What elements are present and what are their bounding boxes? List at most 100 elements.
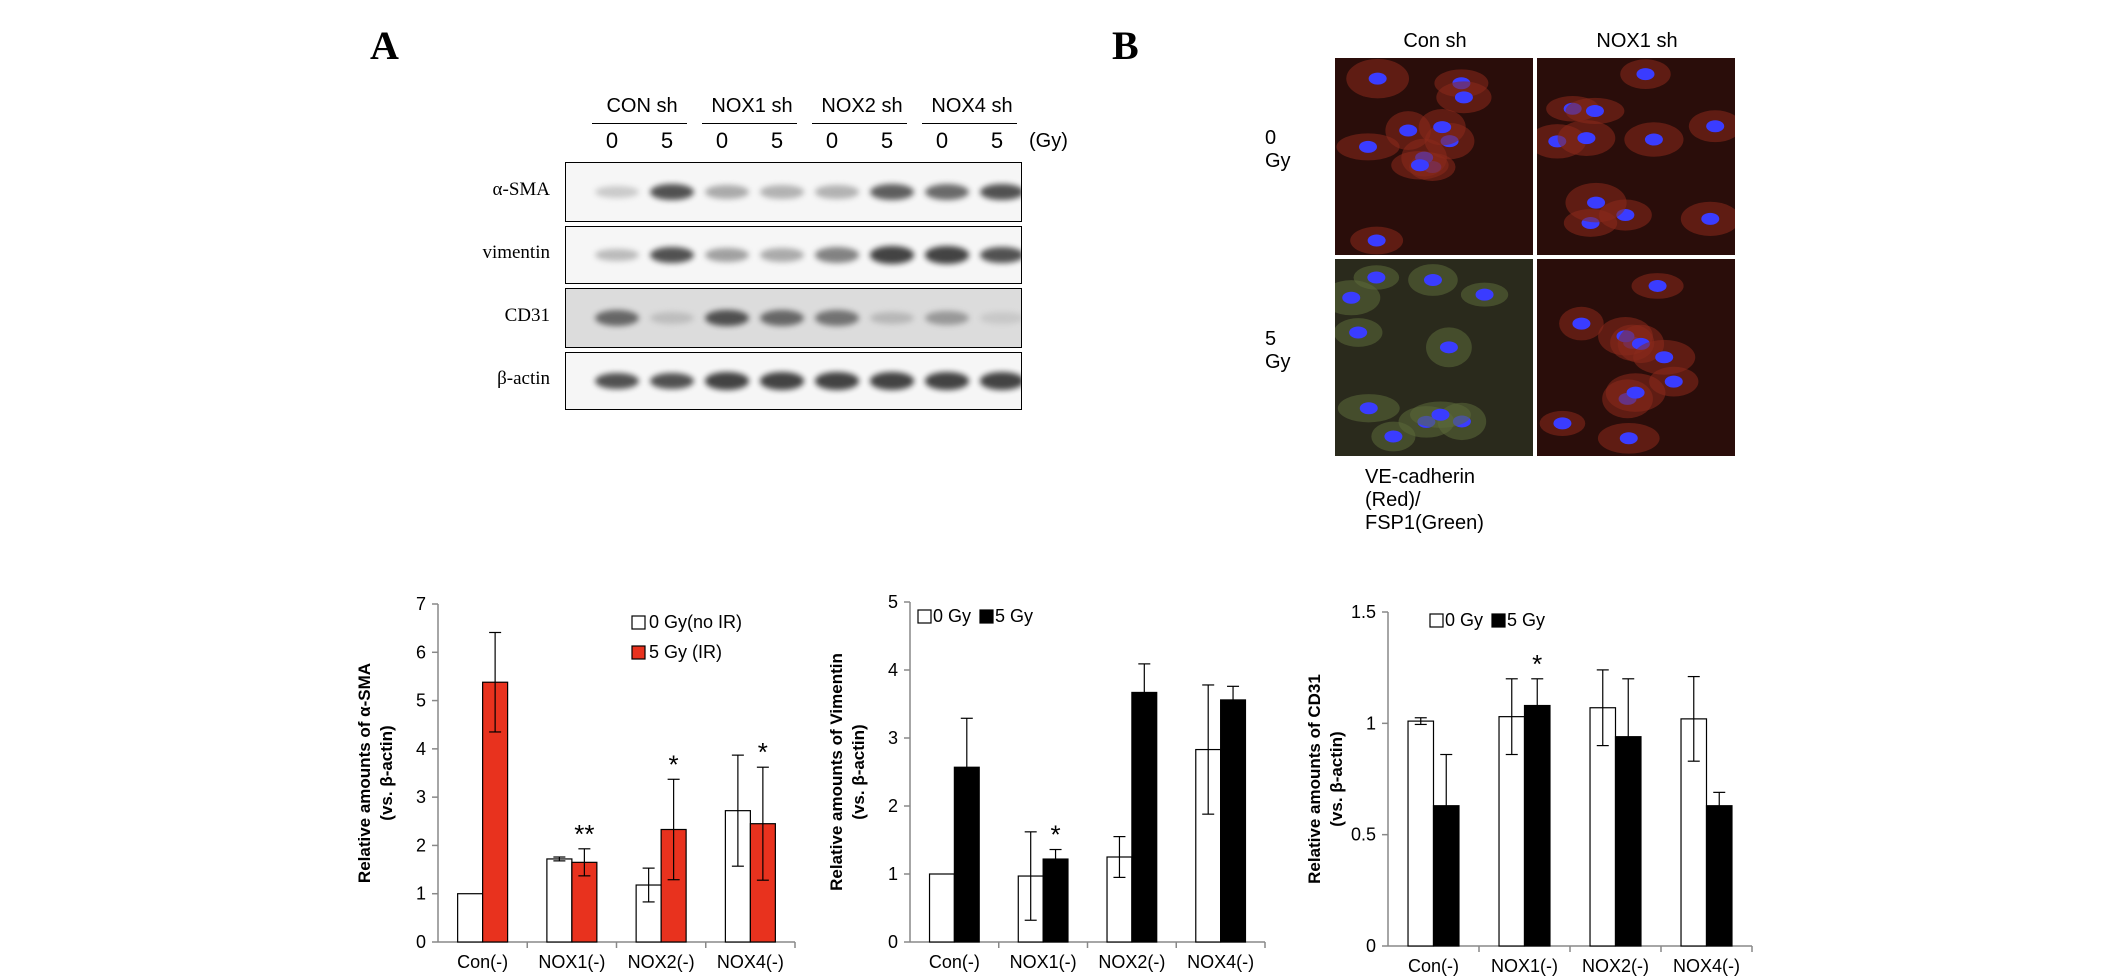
blot-dose-label: 5 xyxy=(770,128,784,153)
blot-group-underline xyxy=(592,123,687,124)
x-tick-label: NOX2(-) xyxy=(628,952,695,972)
y-axis-title-line: (vs. β-actin) xyxy=(1327,731,1346,826)
legend-swatch xyxy=(631,645,646,660)
x-tick-label: NOX1(-) xyxy=(1010,952,1077,972)
micrograph-nucleus xyxy=(1706,120,1725,133)
blot-band xyxy=(925,184,969,200)
western-blot: CON sh NOX1 sh NOX2 sh NOX4 sh 0 5 0 5 0 5 0 5 (Gy) α… xyxy=(430,90,1070,430)
micrograph-nucleus xyxy=(1577,132,1596,145)
micrograph-nucleus xyxy=(1585,104,1604,117)
blot-group-underline xyxy=(922,123,1017,124)
blot-strip xyxy=(565,288,1022,348)
bar xyxy=(1705,805,1733,947)
y-axis-title-line: Relative amounts of Vimentin xyxy=(827,653,846,891)
micrograph-nucleus xyxy=(1587,196,1606,209)
x-tick-label: Con(-) xyxy=(1408,956,1459,976)
micrograph-nucleus xyxy=(1655,351,1674,364)
blot-band xyxy=(815,247,859,263)
micrograph-column-label: Con sh xyxy=(1403,30,1467,52)
legend-swatch xyxy=(1429,613,1444,628)
micrograph-nucleus xyxy=(1410,159,1429,172)
y-tick-label: 3 xyxy=(416,787,426,807)
blot-strip xyxy=(565,226,1022,284)
micrograph-nucleus xyxy=(1367,271,1386,284)
micrograph-nucleus xyxy=(1399,124,1418,137)
significance-marker: * xyxy=(1050,820,1060,850)
bar xyxy=(1407,720,1435,947)
blot-band xyxy=(705,309,749,327)
micrograph-nucleus xyxy=(1368,72,1387,85)
y-tick-label: 2 xyxy=(888,796,898,816)
blot-band xyxy=(595,186,639,198)
blot-band xyxy=(925,311,969,325)
blot-band xyxy=(870,372,914,390)
blot-band xyxy=(760,372,804,390)
micrograph-nucleus xyxy=(1619,432,1638,445)
x-tick-label: NOX4(-) xyxy=(1673,956,1740,976)
blot-band xyxy=(760,310,804,326)
y-tick-label: 7 xyxy=(416,594,426,614)
legend-label: 5 Gy xyxy=(1507,610,1545,630)
legend-label: 0 Gy(no IR) xyxy=(649,612,742,632)
blot-dose-label: 5 xyxy=(660,128,674,153)
y-tick-label: 0 xyxy=(416,932,426,952)
y-axis-title-line: (vs. β-actin) xyxy=(849,724,868,819)
y-tick-label: 4 xyxy=(416,739,426,759)
blot-band xyxy=(760,248,804,262)
micrograph-caption: VE-cadherin (Red)/ FSP1(Green) xyxy=(1365,466,1484,534)
blot-band xyxy=(870,183,914,201)
panel-b-letter: B xyxy=(1112,23,1139,68)
micrograph-nucleus xyxy=(1648,279,1667,292)
y-tick-label: 0 xyxy=(888,932,898,952)
micrograph-nucleus xyxy=(1664,375,1683,388)
blot-group-label: NOX1 sh xyxy=(711,95,793,117)
legend-label: 0 Gy xyxy=(1445,610,1483,630)
blot-row-label: CD31 xyxy=(504,305,550,326)
micrograph-nucleus xyxy=(1423,274,1442,287)
blot-band xyxy=(595,372,639,390)
y-axis-title-line: Relative amounts of CD31 xyxy=(1305,674,1324,884)
significance-marker: * xyxy=(669,749,679,779)
y-tick-label: 1 xyxy=(416,884,426,904)
x-tick-label: NOX2(-) xyxy=(1098,952,1165,972)
blot-group-label: NOX4 sh xyxy=(931,95,1013,117)
micrograph-nucleus xyxy=(1384,430,1403,443)
micrograph-nucleus xyxy=(1626,386,1645,399)
micrograph-nucleus xyxy=(1701,212,1720,225)
bar xyxy=(1131,691,1158,943)
blot-band xyxy=(980,312,1021,324)
y-tick-label: 1.5 xyxy=(1351,602,1376,622)
blot-band xyxy=(925,372,969,390)
significance-marker: ** xyxy=(574,819,594,849)
micrograph-nucleus xyxy=(1349,326,1368,339)
y-tick-label: 2 xyxy=(416,835,426,855)
micrograph-nucleus xyxy=(1636,68,1655,81)
legend-swatch xyxy=(631,615,646,630)
micrograph-panel xyxy=(1537,259,1735,456)
bar xyxy=(457,893,484,943)
y-axis-title-line: Relative amounts of α-SMA xyxy=(355,663,374,883)
blot-band xyxy=(705,248,749,262)
blot-band xyxy=(980,372,1021,390)
blot-band xyxy=(760,185,804,199)
micrograph-column-label: NOX1 sh xyxy=(1596,30,1678,52)
x-tick-label: NOX4(-) xyxy=(1187,952,1254,972)
x-tick-label: NOX2(-) xyxy=(1582,956,1649,976)
blot-dose-label: 0 xyxy=(605,128,619,153)
significance-marker: * xyxy=(758,737,768,767)
blot-band xyxy=(595,248,639,262)
blot-strip xyxy=(565,162,1022,222)
legend-label: 0 Gy xyxy=(933,606,971,626)
y-tick-label: 0 xyxy=(1366,936,1376,956)
micrograph-nucleus xyxy=(1433,121,1452,134)
y-tick-label: 5 xyxy=(888,592,898,612)
micrograph-row-label: 0 Gy xyxy=(1265,126,1291,172)
x-tick-label: NOX4(-) xyxy=(717,952,784,972)
bar xyxy=(1589,707,1617,947)
micrograph-nucleus xyxy=(1431,408,1450,421)
micrograph-panel xyxy=(1335,58,1533,255)
bar xyxy=(928,873,955,943)
legend-label: 5 Gy (IR) xyxy=(649,642,722,662)
blot-band xyxy=(705,185,749,199)
blot-dose-label: 0 xyxy=(825,128,839,153)
